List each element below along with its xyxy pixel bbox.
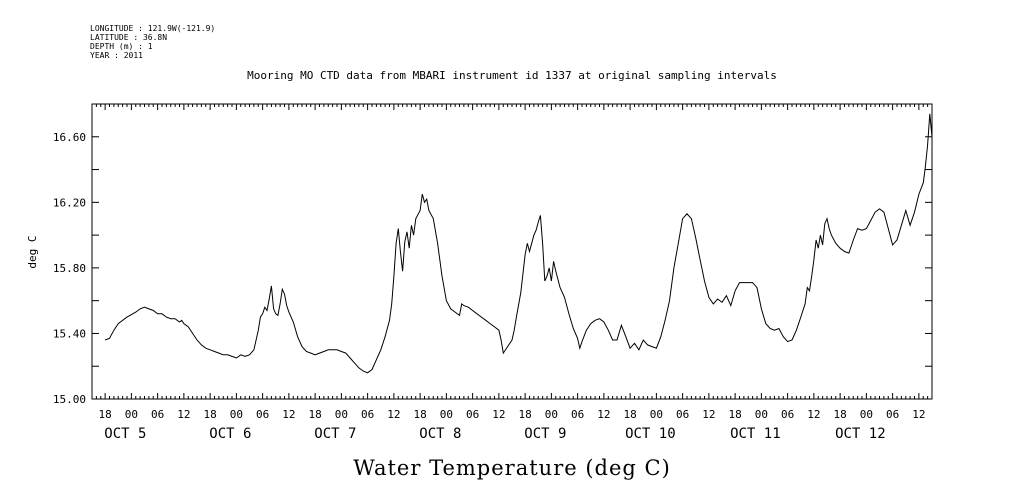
y-tick-label: 15.80 (53, 262, 86, 275)
day-labels: OCT 5 OCT 6 OCT 7 OCT 8 OCT 9 OCT 10 OCT 11 OCT… (104, 426, 885, 442)
x-tick-label: 12 (807, 408, 820, 421)
y-tick-label: 15.00 (53, 393, 86, 406)
x-tick-label: 18 (99, 408, 112, 421)
series-group (104, 113, 933, 374)
chart-title: Mooring MO CTD data from MBARI instrumen… (247, 69, 777, 82)
day-label: OCT 10 (625, 426, 676, 442)
y-tick-label: 16.20 (53, 196, 86, 209)
x-tick-label: 12 (282, 408, 295, 421)
y-tick-label: 16.60 (53, 131, 86, 144)
x-tick-label: 06 (466, 408, 479, 421)
x-tick-label: 18 (414, 408, 427, 421)
meta-year: YEAR : 2011 (90, 51, 143, 60)
x-tick-label: 06 (361, 408, 374, 421)
x-tick-label: 06 (571, 408, 584, 421)
x-axis-label: Water Temperature (deg C) (353, 456, 671, 480)
y-tick-label: 15.40 (53, 327, 86, 340)
day-label: OCT 7 (314, 426, 356, 442)
x-tick-label: 06 (781, 408, 794, 421)
x-tick-label: 18 (519, 408, 532, 421)
x-tick-label: 00 (860, 408, 873, 421)
x-tick-label: 12 (177, 408, 190, 421)
x-tick-label: 12 (387, 408, 400, 421)
x-tick-labels: 18 00 06 12 18 00 06 12 18 00 06 12 18 00 06 12 18 00 06 12… (99, 408, 926, 421)
day-label: OCT 11 (730, 426, 781, 442)
x-tick-label: 18 (309, 408, 322, 421)
day-label: OCT 8 (419, 426, 461, 442)
x-tick-label: 06 (256, 408, 269, 421)
x-tick-label: 00 (125, 408, 138, 421)
x-tick-label: 18 (204, 408, 217, 421)
y-axis-label: deg C (26, 235, 39, 268)
day-label: OCT 9 (524, 426, 566, 442)
x-tick-label: 00 (335, 408, 348, 421)
x-tick-label: 12 (492, 408, 505, 421)
meta-latitude: LATITUDE : 36.8N (90, 33, 167, 42)
x-tick-label: 06 (886, 408, 899, 421)
meta-depth: DEPTH (m) : 1 (90, 42, 153, 51)
meta-longitude: LONGITUDE : 121.9W(-121.9) (90, 24, 215, 33)
x-tick-label: 06 (676, 408, 689, 421)
x-tick-label: 00 (755, 408, 768, 421)
day-label: OCT 12 (835, 426, 886, 442)
day-label: OCT 6 (209, 426, 251, 442)
metadata-block: LONGITUDE : 121.9W(-121.9) LATITUDE : 36… (90, 24, 215, 60)
x-tick-label: 18 (624, 408, 637, 421)
x-tick-label: 12 (912, 408, 925, 421)
x-tick-label: 18 (834, 408, 847, 421)
series-line (104, 113, 933, 374)
x-tick-label: 00 (545, 408, 558, 421)
plot-frame (91, 103, 933, 400)
x-tick-label: 00 (230, 408, 243, 421)
x-tick-label: 00 (650, 408, 663, 421)
x-tick-label: 00 (440, 408, 453, 421)
x-tick-label: 12 (702, 408, 715, 421)
day-label: OCT 5 (104, 426, 146, 442)
x-tick-label: 12 (597, 408, 610, 421)
x-tick-label: 18 (729, 408, 742, 421)
y-tick-labels: 15.00 15.40 15.80 16.20 16.60 (53, 131, 86, 406)
axis-ticks (91, 103, 933, 400)
x-tick-label: 06 (151, 408, 164, 421)
